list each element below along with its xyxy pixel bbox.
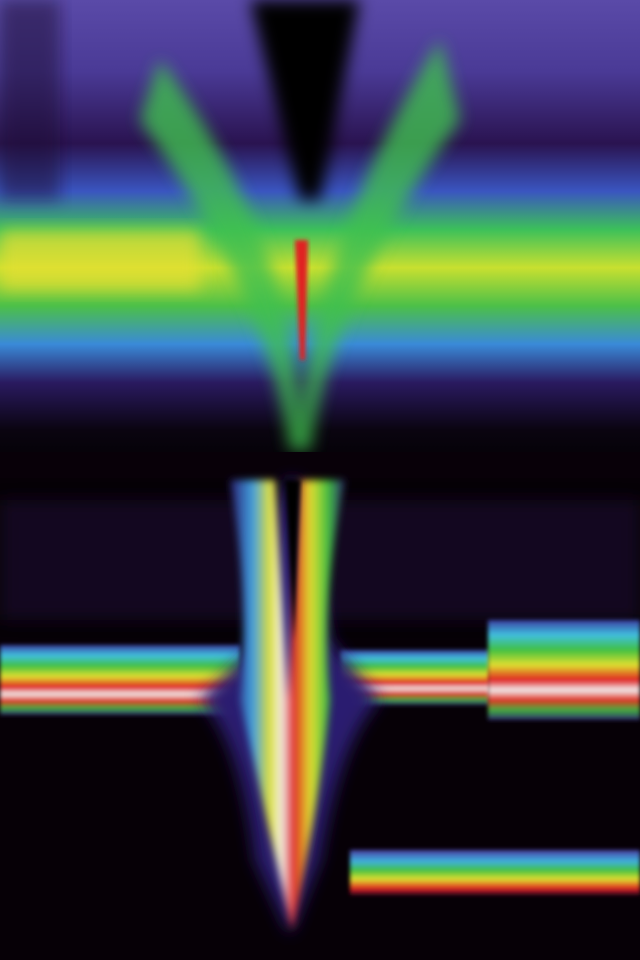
dark-patch: [0, 0, 60, 200]
lower-band: [350, 850, 640, 895]
funnel: [230, 480, 345, 930]
red-streak: [295, 240, 308, 360]
dark-wedge: [250, 0, 360, 200]
divider: [0, 452, 640, 478]
left-band: [0, 645, 240, 715]
green-v: [140, 40, 460, 450]
right-band: [488, 620, 640, 720]
funnel-core: [285, 480, 300, 640]
yellow-patch: [0, 230, 200, 290]
